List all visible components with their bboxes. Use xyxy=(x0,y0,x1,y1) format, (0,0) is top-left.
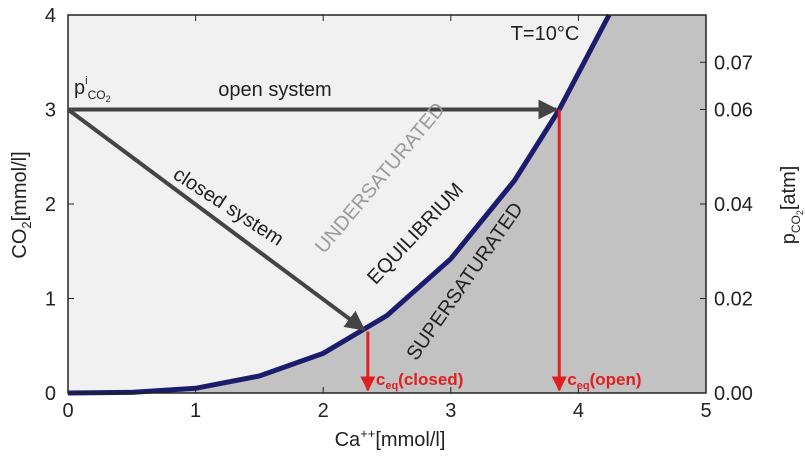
y2-tick-label: 0.02 xyxy=(714,289,753,311)
equilibrium-label-part: c xyxy=(567,370,576,389)
y2-tick-label: 0.04 xyxy=(714,194,753,216)
equilibrium-label: ceq(closed) xyxy=(376,370,464,392)
equilibrium-label-part: eq xyxy=(385,380,398,392)
x-tick-label: 0 xyxy=(62,400,73,422)
x-axis-label: Ca++[mmol/l] xyxy=(335,426,446,451)
y2-tick-label: 0.00 xyxy=(714,383,753,405)
x-tick-label: 3 xyxy=(445,400,456,422)
process-arrow xyxy=(66,107,366,332)
x-tick-label: 5 xyxy=(700,400,711,422)
y-axis-label-part: 2 xyxy=(19,221,34,228)
initial-pco2-label-part: CO xyxy=(88,88,106,102)
y-tick-label: 0 xyxy=(45,383,56,405)
equilibrium-label-part: eq xyxy=(577,380,590,392)
y2-axis-label-part: 2 xyxy=(795,210,805,215)
equilibrium-curve xyxy=(67,13,612,396)
x-tick-label: 1 xyxy=(190,400,201,422)
x-axis-label-part: [mmol/l] xyxy=(375,429,445,451)
x-axis-label-part: ++ xyxy=(360,426,375,441)
arrow-label: open system xyxy=(218,79,331,101)
y-axis-label-part: CO xyxy=(9,229,31,259)
x-tick-label: 2 xyxy=(318,400,329,422)
equilibrium-label-part: c xyxy=(376,370,385,389)
equilibrium-label-part: (open) xyxy=(590,370,642,389)
y2-tick-label: 0.07 xyxy=(714,52,753,74)
y2-axis-label-part: CO xyxy=(789,215,803,233)
y-axis-label-part: [mmol/l] xyxy=(9,151,31,221)
y-axis-label: CO2[mmol/l] xyxy=(9,151,34,258)
y-tick-label: 2 xyxy=(45,194,56,216)
supersaturated-region xyxy=(68,15,706,393)
y2-tick-label: 0.06 xyxy=(714,100,753,122)
initial-pco2-label-part: p xyxy=(74,77,85,99)
y2-axis-label-part: [atm] xyxy=(778,166,800,210)
equilibrium-label-part: (closed) xyxy=(398,370,463,389)
initial-pco2-label-part: 2 xyxy=(106,94,111,104)
y2-axis-label-part: p xyxy=(778,233,800,244)
temperature-label: T=10°C xyxy=(511,23,580,45)
y-tick-label: 4 xyxy=(45,5,56,27)
initial-pco2-label: piCO2 xyxy=(74,75,111,104)
y-tick-label: 1 xyxy=(45,289,56,311)
x-axis-label-part: Ca xyxy=(335,429,361,451)
y-tick-label: 3 xyxy=(45,100,56,122)
y2-axis-label: pCO2[atm] xyxy=(778,166,805,245)
initial-pco2-label-part: i xyxy=(85,75,87,87)
x-tick-label: 4 xyxy=(573,400,584,422)
equilibrium-label: ceq(open) xyxy=(567,370,641,392)
